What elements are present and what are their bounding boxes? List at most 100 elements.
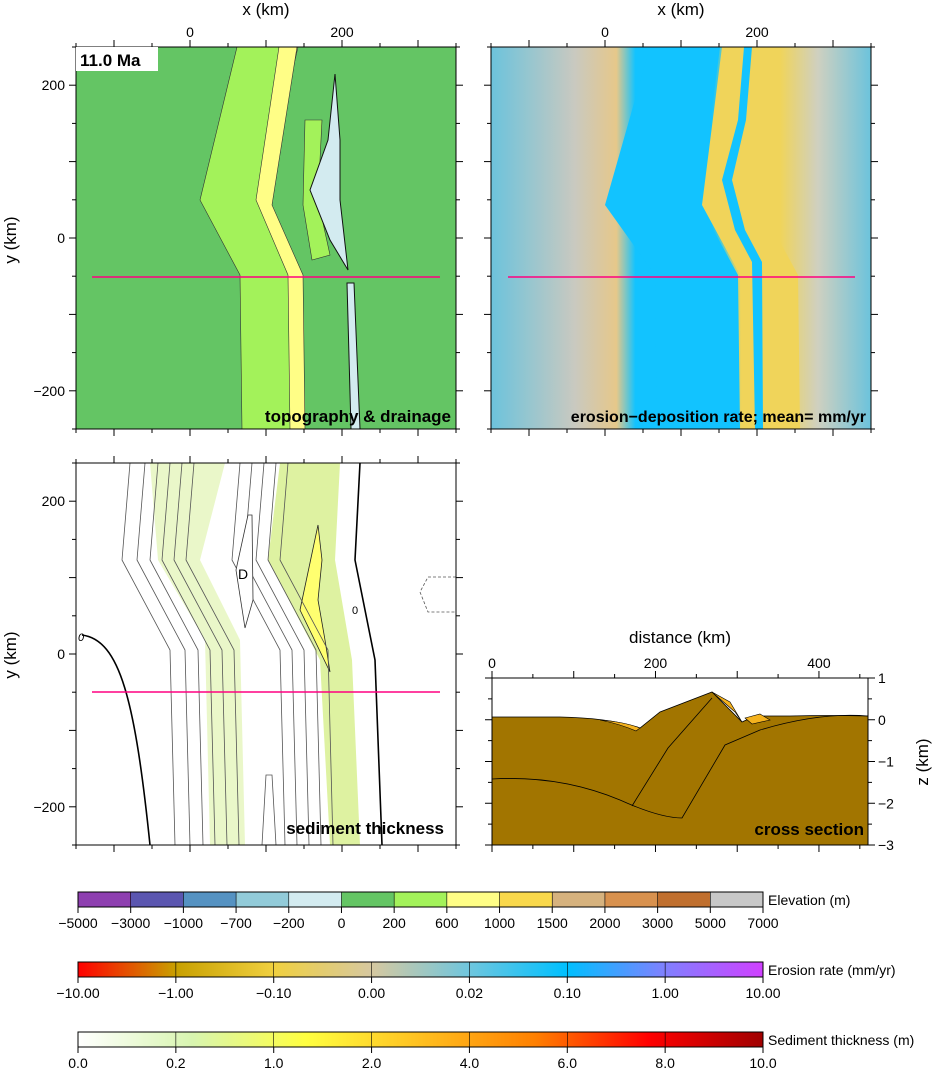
distance-axis-label: distance (km) bbox=[629, 628, 731, 647]
colorbar-tick-label: 1500 bbox=[537, 915, 568, 931]
x-tick-label: 200 bbox=[745, 24, 769, 40]
colorbar-swatch bbox=[710, 892, 764, 907]
colorbar-tick-label: −1000 bbox=[164, 915, 204, 931]
thickness-contour bbox=[185, 463, 240, 845]
z-tick-label: 0 bbox=[878, 712, 886, 728]
colorbar-tick-label: 6.0 bbox=[558, 1055, 578, 1071]
y-axis-label-top: y (km) bbox=[1, 216, 20, 263]
colorbar-tick-label: 0.02 bbox=[456, 985, 483, 1001]
y-tick-label: 0 bbox=[57, 646, 65, 662]
colorbar-title: Erosion rate (mm/yr) bbox=[768, 962, 896, 978]
colorbar-tick-label: 0.0 bbox=[68, 1055, 88, 1071]
depression-outline bbox=[235, 514, 254, 629]
colorbar-tick-label: 10.0 bbox=[749, 1055, 776, 1071]
colorbar-tick-label: 7000 bbox=[747, 915, 778, 931]
thickness-contours bbox=[121, 463, 334, 845]
topography-title: topography & drainage bbox=[265, 407, 451, 426]
colorbar-frame bbox=[77, 1031, 764, 1048]
z-tick-label: 1 bbox=[878, 670, 886, 686]
colorbar-tick-label: 2000 bbox=[589, 915, 620, 931]
y-tick-label: 0 bbox=[57, 230, 65, 246]
colorbar-swatch bbox=[446, 892, 501, 907]
thickness-contour bbox=[149, 463, 204, 845]
y-tick-label: −200 bbox=[33, 383, 65, 399]
colorbar-tick-label: 0.00 bbox=[358, 985, 385, 1001]
colorbar: 0.0 0.2 1.0 2.0 4.0 6.0 8.0 10.0 Sediment thickn… bbox=[68, 1031, 914, 1071]
colorbar-tick-label: 2.0 bbox=[362, 1055, 382, 1071]
colorbar-tick-label: −0.10 bbox=[256, 985, 292, 1001]
colorbar-tick-label: 200 bbox=[382, 915, 406, 931]
z-axis-label: z (km) bbox=[913, 738, 932, 785]
fault-lines bbox=[491, 697, 869, 819]
elevation-band-600-1000 bbox=[255, 47, 306, 429]
lowland-basin-south bbox=[346, 282, 361, 429]
colorbar-swatch bbox=[236, 892, 290, 907]
x-tick-label: 0 bbox=[601, 24, 609, 40]
sediment-fill-right bbox=[711, 691, 743, 723]
thickness-contour bbox=[231, 463, 286, 845]
y-tick-label: 200 bbox=[42, 493, 66, 509]
colorbar-tick-label: 1.0 bbox=[264, 1055, 284, 1071]
colorbar-tick-label: 4.0 bbox=[460, 1055, 480, 1071]
z-tick-label: −3 bbox=[878, 837, 894, 853]
colorbar: −10.00 −1.00 −0.10 0.00 0.02 0.10 1.00 10.00 Ero… bbox=[56, 961, 896, 1001]
thickness-contour bbox=[267, 463, 322, 845]
lowland-basin bbox=[309, 73, 349, 271]
sediment-shading-east bbox=[268, 463, 360, 845]
colorbar-tick-label: 0 bbox=[338, 915, 346, 931]
zero-contour-east bbox=[354, 463, 383, 845]
colorbar-swatch bbox=[183, 892, 237, 907]
map-axes: 0 200 200 0 −200 0 200 200 0 −200 bbox=[33, 24, 878, 852]
colorbar-tick-label: −200 bbox=[273, 915, 305, 931]
colorbar-tick-label: 0.10 bbox=[554, 985, 581, 1001]
x-tick-label: 200 bbox=[330, 24, 354, 40]
colorbar-swatch bbox=[130, 892, 184, 907]
colorbar-tick-label: −1.00 bbox=[158, 985, 194, 1001]
sediment-thick-patch bbox=[299, 524, 331, 673]
distance-tick-label: 0 bbox=[488, 655, 496, 671]
colorbars: −5000 −3000 −1000 −700 −200 0 200 600 1000 1500 20… bbox=[56, 891, 914, 1071]
x-tick-label: 0 bbox=[186, 24, 194, 40]
colorbar-swatch bbox=[78, 892, 132, 907]
colorbar-swatch bbox=[604, 892, 659, 907]
erosion-fast-band bbox=[605, 47, 740, 429]
thickness-contour bbox=[279, 463, 334, 845]
colorbar-tick-label: −10.00 bbox=[56, 985, 99, 1001]
colorbar-swatch bbox=[394, 892, 448, 907]
distance-tick-label: 400 bbox=[807, 655, 831, 671]
colorbar-tick-label: 1.00 bbox=[652, 985, 679, 1001]
topography-panel: 11.0 Ma topography & drainage bbox=[75, 46, 457, 430]
sediment-title: sediment thickness bbox=[286, 819, 444, 838]
colorbar-gradient bbox=[78, 962, 763, 977]
cross-section-title: cross section bbox=[754, 820, 864, 839]
colorbar-tick-label: 3000 bbox=[642, 915, 673, 931]
colorbar-tick-label: 10.00 bbox=[745, 985, 780, 1001]
time-label: 11.0 Ma bbox=[80, 51, 141, 70]
z-tick-label: −1 bbox=[878, 754, 894, 770]
colorbar-tick-label: 8.0 bbox=[655, 1055, 675, 1071]
time-label-box bbox=[76, 47, 158, 71]
thickness-contour bbox=[136, 463, 191, 845]
thickness-contour bbox=[173, 463, 228, 845]
deposition-band bbox=[702, 47, 800, 429]
x-axis-label-left: x (km) bbox=[242, 0, 289, 19]
cross-section-panel: cross section distance (km) z (km) 0 200 4… bbox=[485, 628, 932, 853]
colorbar-tick-label: −3000 bbox=[111, 915, 151, 931]
y-tick-label: 200 bbox=[42, 77, 66, 93]
thickness-contour bbox=[161, 463, 216, 845]
colorbar-tick-label: −700 bbox=[220, 915, 252, 931]
sediment-map: 0 0 D bbox=[76, 463, 456, 845]
colorbar-swatch bbox=[552, 892, 606, 907]
colorbar-frame bbox=[77, 891, 764, 908]
topography-map bbox=[76, 47, 456, 429]
zero-contour-label-east: 0 bbox=[352, 605, 358, 617]
colorbar-gradient bbox=[78, 1032, 763, 1047]
colorbar: −5000 −3000 −1000 −700 −200 0 200 600 1000 1500 20… bbox=[58, 891, 850, 931]
y-axis-label-bottom: y (km) bbox=[1, 631, 20, 678]
depression-label: D bbox=[238, 566, 248, 582]
colorbar-title: Elevation (m) bbox=[768, 892, 850, 908]
colorbar-tick-label: 5000 bbox=[695, 915, 726, 931]
zero-contour-label: 0 bbox=[78, 632, 85, 644]
colorbar-frame bbox=[77, 961, 764, 978]
